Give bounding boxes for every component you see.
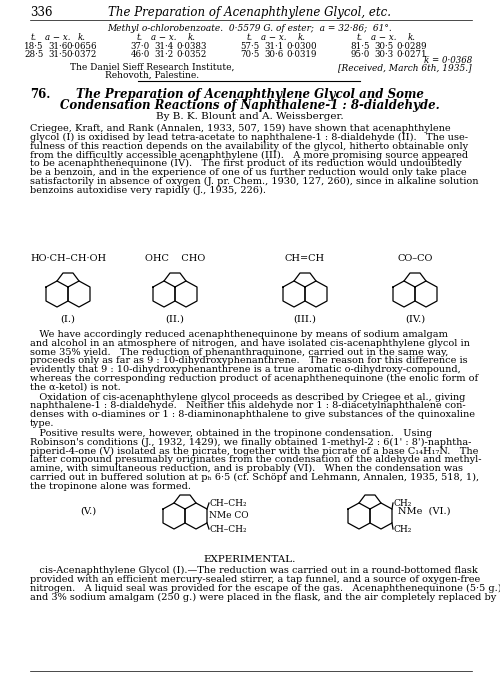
Text: t.: t.: [357, 33, 363, 42]
Text: Positive results were, however, obtained in the tropinone condensation.   Using: Positive results were, however, obtained…: [30, 429, 432, 438]
Text: the tropinone alone was formed.: the tropinone alone was formed.: [30, 481, 191, 491]
Text: 70·5: 70·5: [240, 50, 260, 59]
Text: 0·0372: 0·0372: [67, 50, 97, 59]
Text: glycol (I) is oxidised by lead tetra-acetate to naphthalene-1 : 8-dialdehyde (II: glycol (I) is oxidised by lead tetra-ace…: [30, 133, 468, 142]
Text: 0·0319: 0·0319: [287, 50, 318, 59]
Text: (V.): (V.): [80, 507, 96, 515]
Text: 31·6: 31·6: [48, 42, 68, 51]
Text: 37·0: 37·0: [130, 42, 150, 51]
Text: and 3% sodium amalgam (250 g.) were placed in the flask, and the air completely : and 3% sodium amalgam (250 g.) were plac…: [30, 592, 496, 602]
Text: denses with o-diamines or 1 : 8-diaminonaphthalene to give substances of the qui: denses with o-diamines or 1 : 8-diaminon…: [30, 410, 475, 419]
Text: (IV.): (IV.): [405, 315, 425, 324]
Text: 81·5: 81·5: [350, 42, 370, 51]
Text: provided with an efficient mercury-sealed stirrer, a tap funnel, and a source of: provided with an efficient mercury-seale…: [30, 575, 480, 584]
Text: NMe  (VI.): NMe (VI.): [398, 507, 450, 515]
Text: some 35% yield.   The reduction of phenanthraquinone, carried out in the same wa: some 35% yield. The reduction of phenant…: [30, 348, 448, 356]
Text: 76.: 76.: [30, 88, 50, 101]
Text: amine, with simultaneous reduction, and is probably (VI).   When the condensatio: amine, with simultaneous reduction, and …: [30, 464, 463, 473]
Text: carried out in buffered solution at pₕ 6·5 (cf. Schöpf and Lehmann, Annalen, 193: carried out in buffered solution at pₕ 6…: [30, 473, 479, 482]
Text: Robinson's conditions (J., 1932, 1429), we finally obtained 1-methyl-2 : 6(1' : : Robinson's conditions (J., 1932, 1429), …: [30, 437, 472, 447]
Text: benzoins autoxidise very rapidly (J., 1935, 226).: benzoins autoxidise very rapidly (J., 19…: [30, 185, 266, 195]
Text: Methyl o-chlorobenzoate.  0·5579 G. of ester;  a = 32·86;  61°.: Methyl o-chlorobenzoate. 0·5579 G. of es…: [108, 24, 393, 33]
Text: fulness of this reaction depends on the availability of the glycol, hitherto obt: fulness of this reaction depends on the …: [30, 142, 468, 151]
Text: 95·0: 95·0: [350, 50, 370, 59]
Text: 31·5: 31·5: [48, 50, 68, 59]
Text: whereas the corresponding reduction product of acenaphthenequinone (the enolic f: whereas the corresponding reduction prod…: [30, 374, 478, 383]
Text: t.: t.: [31, 33, 37, 42]
Text: 46·0: 46·0: [130, 50, 150, 59]
Text: The Preparation of Acenaphthylene Glycol and Some: The Preparation of Acenaphthylene Glycol…: [76, 88, 424, 101]
Text: 18·5: 18·5: [24, 42, 44, 51]
Text: 57·5: 57·5: [240, 42, 260, 51]
Text: CH₂: CH₂: [393, 498, 411, 507]
Text: type.: type.: [30, 419, 54, 428]
Text: 0·0300: 0·0300: [286, 42, 318, 51]
Text: nitrogen.   A liquid seal was provided for the escape of the gas.   Acenaphthene: nitrogen. A liquid seal was provided for…: [30, 583, 500, 593]
Text: 28·5: 28·5: [24, 50, 44, 59]
Text: k̅ = 0·0368: k̅ = 0·0368: [424, 56, 472, 65]
Text: to be acenaphthenequinone (IV).   The first product of its reduction would undou: to be acenaphthenequinone (IV). The firs…: [30, 159, 462, 168]
Text: We have accordingly reduced acenaphthenequinone by means of sodium amalgam: We have accordingly reduced acenaphthene…: [30, 330, 448, 339]
Text: 0·0352: 0·0352: [177, 50, 207, 59]
Text: HO·CH–CH·OH: HO·CH–CH·OH: [30, 254, 106, 263]
Text: 31·1: 31·1: [264, 42, 283, 51]
Text: the α-ketol) is not.: the α-ketol) is not.: [30, 383, 121, 392]
Text: NMe CO: NMe CO: [209, 511, 248, 521]
Text: a − x.: a − x.: [45, 33, 71, 42]
Text: [Received, March 6th, 1935.]: [Received, March 6th, 1935.]: [338, 63, 472, 72]
Text: OHC    CHO: OHC CHO: [145, 254, 205, 263]
Text: Oxidation of cis-acenaphthylene glycol proceeds as described by Criegee et al., : Oxidation of cis-acenaphthylene glycol p…: [30, 392, 466, 401]
Text: 30·5: 30·5: [374, 42, 394, 51]
Text: Rehovoth, Palestine.: Rehovoth, Palestine.: [105, 71, 199, 80]
Text: be a benzoin, and in the experience of one of us further reduction would only ta: be a benzoin, and in the experience of o…: [30, 168, 466, 177]
Text: The Preparation of Acenaphthylene Glycol, etc.: The Preparation of Acenaphthylene Glycol…: [108, 6, 392, 19]
Text: k.: k.: [188, 33, 196, 42]
Text: 31·4: 31·4: [154, 42, 174, 51]
Text: from the difficultly accessible acenaphthylene (III).   A more promising source : from the difficultly accessible acenapht…: [30, 151, 468, 160]
Text: CO–CO: CO–CO: [398, 254, 432, 263]
Text: 0·0656: 0·0656: [67, 42, 97, 51]
Text: latter compound presumably originates from the condensation of the aldehyde and : latter compound presumably originates fr…: [30, 455, 482, 464]
Text: proceeds only as far as 9 : 10-dihydroxyphenanthrene.   The reason for this diff: proceeds only as far as 9 : 10-dihydroxy…: [30, 356, 468, 365]
Text: EXPERIMENTAL.: EXPERIMENTAL.: [204, 555, 296, 564]
Text: CH₂: CH₂: [393, 524, 411, 534]
Text: a − x.: a − x.: [371, 33, 397, 42]
Text: 31·2: 31·2: [154, 50, 174, 59]
Text: 30·3: 30·3: [374, 50, 394, 59]
Text: and alcohol in an atmosphere of nitrogen, and have isolated cis-acenaphthylene g: and alcohol in an atmosphere of nitrogen…: [30, 339, 470, 348]
Text: cis-Acenaphthylene Glycol (I).—The reduction was carried out in a round-bottomed: cis-Acenaphthylene Glycol (I).—The reduc…: [30, 566, 478, 575]
Text: k.: k.: [298, 33, 306, 42]
Text: (II.): (II.): [166, 315, 184, 324]
Text: (I.): (I.): [60, 315, 76, 324]
Text: a − x.: a − x.: [151, 33, 177, 42]
Text: 0·0289: 0·0289: [396, 42, 428, 51]
Text: CH–CH₂: CH–CH₂: [209, 498, 246, 507]
Text: By B. K. Blount and A. Weissberger.: By B. K. Blount and A. Weissberger.: [156, 112, 344, 121]
Text: 0·0271: 0·0271: [396, 50, 428, 59]
Text: 336: 336: [30, 6, 52, 19]
Text: naphthalene-1 : 8-dialdehyde.   Neither this aldehyde nor 1 : 8-diacetylnaphthal: naphthalene-1 : 8-dialdehyde. Neither th…: [30, 401, 466, 410]
Text: 0·0383: 0·0383: [177, 42, 207, 51]
Text: Criegee, Kraft, and Rank (Annalen, 1933, 507, 159) have shown that acenaphthylen: Criegee, Kraft, and Rank (Annalen, 1933,…: [30, 124, 450, 133]
Text: CH–CH₂: CH–CH₂: [209, 524, 246, 534]
Text: piperid-4-one (V) isolated as the picrate, together with the picrate of a base C: piperid-4-one (V) isolated as the picrat…: [30, 446, 478, 456]
Text: (III.): (III.): [294, 315, 316, 324]
Text: t.: t.: [137, 33, 143, 42]
Text: The Daniel Sieff Research Institute,: The Daniel Sieff Research Institute,: [70, 63, 234, 72]
Text: satisfactorily in absence of oxygen (J. pr. Chem., 1930, 127, 260), since in alk: satisfactorily in absence of oxygen (J. …: [30, 177, 478, 186]
Text: Condensation Reactions of Naphthalene-1 : 8-dialdehyde.: Condensation Reactions of Naphthalene-1 …: [60, 99, 440, 112]
Text: evidently that 9 : 10-dihydroxyphenanthrene is a true aromatic o-dihydroxy-compo: evidently that 9 : 10-dihydroxyphenanthr…: [30, 365, 461, 374]
Text: CH=CH: CH=CH: [285, 254, 325, 263]
Text: k.: k.: [78, 33, 86, 42]
Text: k.: k.: [408, 33, 416, 42]
Text: 30·6: 30·6: [264, 50, 283, 59]
Text: t.: t.: [247, 33, 253, 42]
Text: a − x.: a − x.: [261, 33, 287, 42]
